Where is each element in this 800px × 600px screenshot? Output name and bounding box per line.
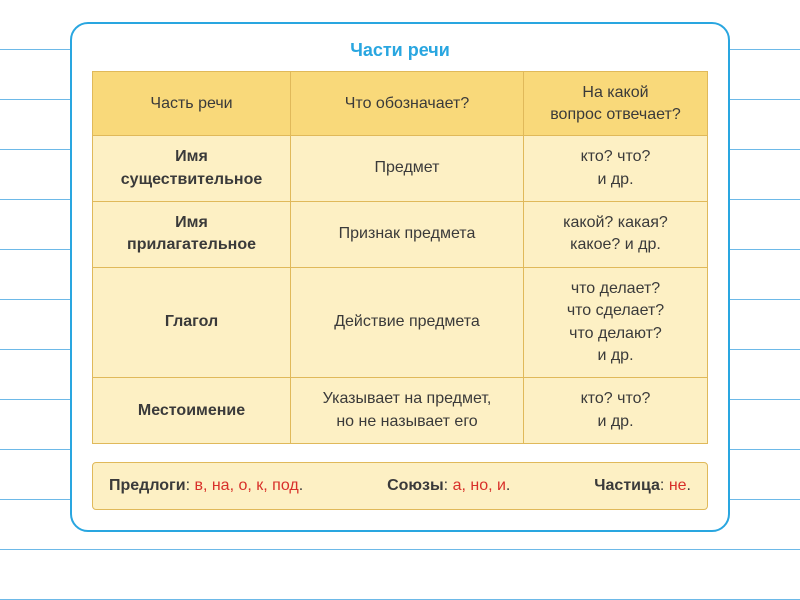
footer-strip: Предлоги: в, на, о, к, под. Союзы: а, но… — [92, 462, 708, 510]
parts-of-speech-table: Часть речи Что обозначает? На какойвопро… — [92, 71, 708, 444]
row-means: Указывает на предмет,но не называет его — [291, 378, 524, 444]
row-means: Действие предмета — [291, 267, 524, 378]
row-name: Местоимение — [93, 378, 291, 444]
footer-prepositions: Предлоги: в, на, о, к, под. — [109, 477, 303, 495]
footer-conjunctions-items: а, но, и — [453, 477, 506, 494]
col-header-name: Часть речи — [93, 72, 291, 136]
row-name: Имясуществительное — [93, 136, 291, 202]
table-header-row: Часть речи Что обозначает? На какойвопро… — [93, 72, 708, 136]
footer-prepositions-label: Предлоги — [109, 477, 186, 494]
row-name: Имяприлагательное — [93, 201, 291, 267]
footer-particle: Частица: не. — [594, 477, 691, 495]
row-name: Глагол — [93, 267, 291, 378]
footer-particle-label: Частица — [594, 477, 660, 494]
row-question: что делает?что сделает?что делают?и др. — [523, 267, 707, 378]
table-row: Глагол Действие предмета что делает?что … — [93, 267, 708, 378]
footer-conjunctions: Союзы: а, но, и. — [387, 477, 510, 495]
table-row: Имяприлагательное Признак предмета какой… — [93, 201, 708, 267]
row-question: кто? что?и др. — [523, 378, 707, 444]
row-question: какой? какая?какое? и др. — [523, 201, 707, 267]
footer-prepositions-items: в, на, о, к, под — [194, 477, 298, 494]
table-row: Имясуществительное Предмет кто? что?и др… — [93, 136, 708, 202]
col-header-question: На какойвопрос отвечает? — [523, 72, 707, 136]
footer-particle-items: не — [669, 477, 687, 494]
col-header-means: Что обозначает? — [291, 72, 524, 136]
row-question: кто? что?и др. — [523, 136, 707, 202]
row-means: Признак предмета — [291, 201, 524, 267]
card: Части речи Часть речи Что обозначает? На… — [70, 22, 730, 532]
footer-conjunctions-label: Союзы — [387, 477, 444, 494]
row-means: Предмет — [291, 136, 524, 202]
table-row: Местоимение Указывает на предмет,но не н… — [93, 378, 708, 444]
card-title: Части речи — [92, 40, 708, 61]
